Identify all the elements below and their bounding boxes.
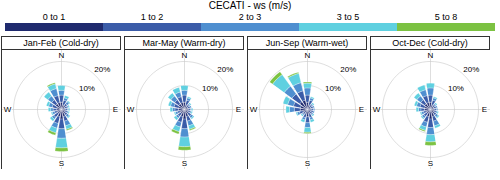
svg-text:20%: 20% <box>340 65 356 74</box>
html-text:Jun-Sep (Warm-wet): Jun-Sep (Warm-wet) <box>265 38 349 48</box>
svg-text:20%: 20% <box>463 65 479 74</box>
svg-text:S: S <box>305 159 310 168</box>
svg-text:W: W <box>250 105 258 114</box>
svg-text:N: N <box>305 51 311 60</box>
svg-text:E: E <box>236 105 241 114</box>
html-text:0 to 1: 0 to 1 <box>42 12 66 22</box>
svg-text:10%: 10% <box>325 84 341 93</box>
svg-text:S: S <box>182 159 187 168</box>
html-text:Mar-May (Warm-dry): Mar-May (Warm-dry) <box>142 38 226 48</box>
svg-text:E: E <box>113 105 118 114</box>
html-text:CECATI - ws (m/s): CECATI - ws (m/s) <box>208 0 292 11</box>
svg-text:E: E <box>359 105 364 114</box>
svg-text:20%: 20% <box>217 65 233 74</box>
svg-text:N: N <box>428 51 434 60</box>
svg-text:S: S <box>428 159 433 168</box>
html-text:3 to 5: 3 to 5 <box>336 12 360 22</box>
svg-text:W: W <box>127 105 135 114</box>
svg-text:E: E <box>482 105 487 114</box>
html-text:Oct-Dec (Cold-dry): Oct-Dec (Cold-dry) <box>392 38 468 48</box>
svg-text:20%: 20% <box>94 65 110 74</box>
svg-text:N: N <box>182 51 188 60</box>
svg-text:W: W <box>4 105 12 114</box>
html-text:2 to 3: 2 to 3 <box>238 12 262 22</box>
svg-text:10%: 10% <box>202 84 218 93</box>
html-text:5 to 8: 5 to 8 <box>434 12 458 22</box>
svg-text:S: S <box>59 159 64 168</box>
svg-text:N: N <box>59 51 65 60</box>
svg-text:W: W <box>373 105 381 114</box>
html-text:Jan-Feb (Cold-dry): Jan-Feb (Cold-dry) <box>23 38 99 48</box>
svg-text:10%: 10% <box>79 84 95 93</box>
svg-text:10%: 10% <box>448 84 464 93</box>
html-text:1 to 2: 1 to 2 <box>140 12 164 22</box>
